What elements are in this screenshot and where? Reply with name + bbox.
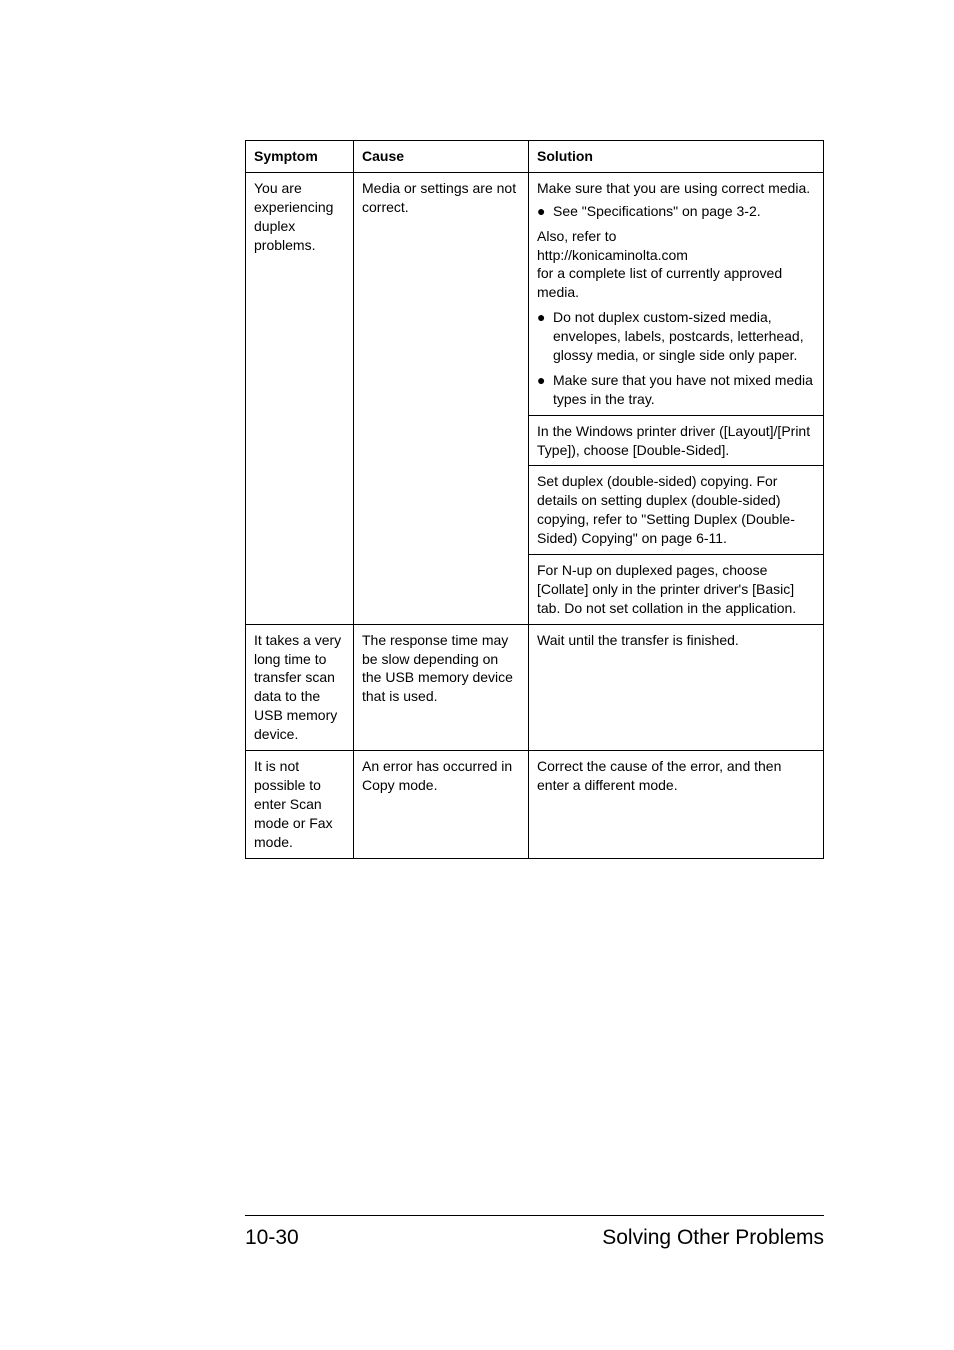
solution-cell: Set duplex (double-sided) copying. For d… [529, 466, 824, 555]
solution-cell: For N-up on duplexed pages, choose [Coll… [529, 555, 824, 625]
bullet-text: Do not duplex custom-sized media, envelo… [553, 308, 815, 365]
solution-cell: Make sure that you are using correct med… [529, 172, 824, 415]
table-row: You are experiencing duplex problems. Me… [246, 172, 824, 415]
page-number: 10-30 [245, 1226, 299, 1250]
bullet-dot-icon: ● [537, 202, 553, 221]
symptom-cell: You are experiencing duplex problems. [246, 172, 354, 624]
symptom-cell: It is not possible to enter Scan mode or… [246, 751, 354, 858]
table-row: It takes a very long time to transfer sc… [246, 624, 824, 750]
bullet-item: ● Do not duplex custom-sized media, enve… [537, 308, 815, 365]
solution-cell: Correct the cause of the error, and then… [529, 751, 824, 858]
table-row: It is not possible to enter Scan mode or… [246, 751, 824, 858]
solution-cell: In the Windows printer driver ([Layout]/… [529, 415, 824, 466]
bullet-dot-icon: ● [537, 308, 553, 365]
bullet-item: ● See "Specifications" on page 3-2. [537, 202, 815, 221]
solution-text: Also, refer to [537, 227, 815, 246]
bullet-text: Make sure that you have not mixed media … [553, 371, 815, 409]
cause-cell: An error has occurred in Copy mode. [354, 751, 529, 858]
page-footer: 10-30 Solving Other Problems [245, 1215, 824, 1250]
header-symptom: Symptom [246, 141, 354, 173]
cause-cell: Media or settings are not correct. [354, 172, 529, 624]
solution-text: for a complete list of currently approve… [537, 264, 815, 302]
header-cause: Cause [354, 141, 529, 173]
table-header-row: Symptom Cause Solution [246, 141, 824, 173]
header-solution: Solution [529, 141, 824, 173]
symptom-cell: It takes a very long time to transfer sc… [246, 624, 354, 750]
troubleshooting-table: Symptom Cause Solution You are experienc… [245, 140, 824, 859]
bullet-text: See "Specifications" on page 3-2. [553, 202, 815, 221]
solution-text: Make sure that you are using correct med… [537, 179, 815, 198]
solution-cell: Wait until the transfer is finished. [529, 624, 824, 750]
cause-cell: The response time may be slow depending … [354, 624, 529, 750]
footer-title: Solving Other Problems [602, 1226, 824, 1250]
solution-url: http://konicaminolta.com [537, 246, 815, 265]
bullet-dot-icon: ● [537, 371, 553, 409]
bullet-item: ● Make sure that you have not mixed medi… [537, 371, 815, 409]
